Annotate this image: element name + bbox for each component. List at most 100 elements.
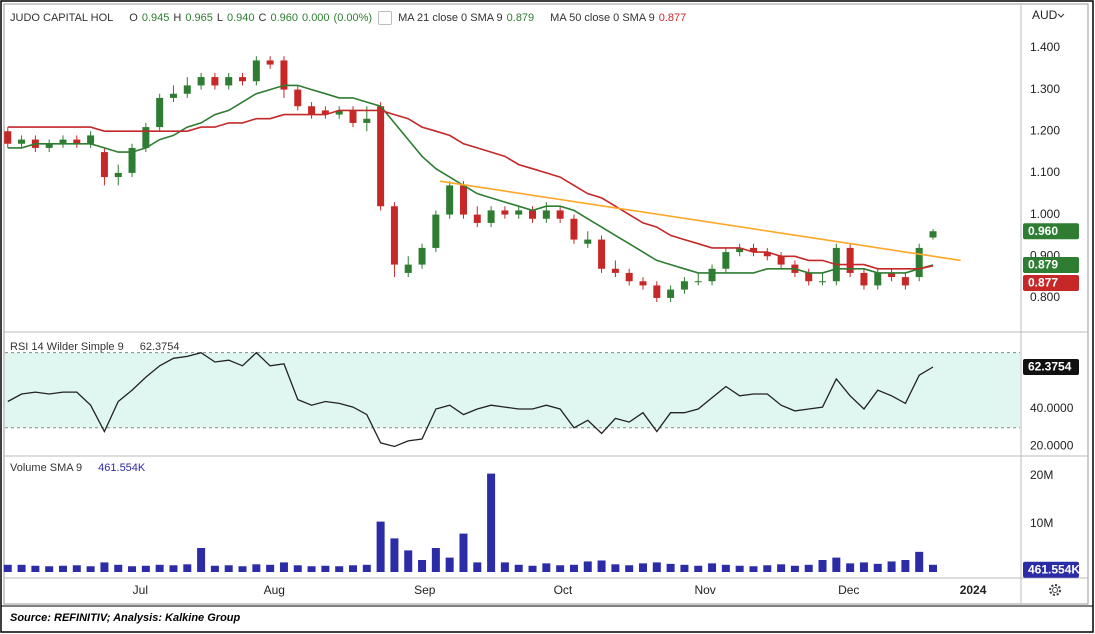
volume-bar — [583, 561, 592, 572]
y-tick-label: 1.000 — [1030, 207, 1060, 221]
volume-bar — [197, 548, 206, 572]
candle-body — [266, 60, 274, 65]
badge-box — [1023, 257, 1079, 273]
volume-bar — [569, 564, 578, 572]
settings-gear[interactable] — [1049, 584, 1061, 596]
candle-body — [473, 214, 481, 223]
volume-bar — [556, 565, 565, 572]
x-tick-label: Aug — [264, 583, 285, 597]
candle-body — [874, 272, 882, 286]
candle-body — [363, 118, 371, 123]
y-tick-label: 10M — [1030, 516, 1053, 530]
chart-frame — [3, 3, 1089, 605]
volume-bar — [777, 564, 786, 572]
candle-body — [18, 139, 26, 144]
candle-body — [860, 272, 868, 286]
volume-bar — [818, 560, 827, 572]
volume-bar — [155, 564, 164, 572]
candle-body — [584, 239, 592, 244]
candle-body — [915, 247, 923, 278]
candle-body — [653, 285, 661, 298]
volume-bar — [790, 565, 799, 572]
badge-box — [1023, 358, 1079, 375]
rsi-line — [7, 351, 934, 448]
ohlc-value: 0.965 — [185, 12, 213, 24]
volume-bar — [224, 565, 233, 572]
ohlc-key: O — [129, 12, 138, 24]
candle-body — [529, 210, 537, 219]
badge-label: 461.554K — [1028, 562, 1080, 576]
volume-bar — [376, 521, 385, 572]
currency[interactable]: AUD — [1032, 8, 1058, 22]
candle-body — [418, 247, 426, 265]
candle-body — [114, 172, 122, 178]
candle-body — [929, 231, 937, 238]
candle-body — [73, 139, 81, 144]
gear-hub[interactable] — [1052, 587, 1058, 593]
candle-body — [611, 268, 619, 273]
candle-body — [487, 210, 495, 223]
volume-bar — [597, 560, 606, 572]
volume-bar — [735, 565, 744, 572]
volume-bar — [72, 565, 81, 572]
candle-body — [722, 252, 730, 269]
candle-body — [598, 239, 606, 269]
candle-body — [888, 272, 896, 278]
y-tick-label: 1.400 — [1030, 40, 1060, 54]
candle-body — [128, 147, 136, 173]
candle-body — [377, 106, 385, 207]
volume-bar — [86, 566, 95, 572]
volume-bar — [238, 566, 247, 572]
volume-bar — [59, 565, 67, 572]
price-badge: 0.879 — [1023, 257, 1079, 273]
volume-bar — [487, 473, 496, 572]
volume-bar — [183, 564, 192, 572]
y-tick-label: 40.0000 — [1030, 401, 1074, 415]
candle-body — [501, 210, 509, 215]
gear-teeth[interactable] — [1049, 584, 1061, 596]
volume-bar — [500, 562, 509, 572]
ma-name: MA 21 close 0 SMA 9 — [398, 12, 503, 24]
currency-caret[interactable] — [1057, 13, 1065, 18]
volume-bar — [431, 548, 440, 572]
x-tick-label: Sep — [414, 583, 436, 597]
volume-name: Volume SMA 9 — [10, 462, 83, 474]
volume-bar — [266, 564, 275, 572]
y-tick-label: 1.200 — [1030, 123, 1060, 137]
candle-body — [819, 281, 827, 283]
volume-bar — [169, 565, 178, 572]
volume-bar — [804, 564, 813, 572]
ohlc-key: C — [258, 12, 267, 24]
moving-average — [7, 109, 934, 270]
candle-body — [280, 60, 288, 90]
volume-bar — [321, 565, 330, 572]
x-tick-label: Dec — [838, 583, 859, 597]
volume-bar — [639, 563, 647, 572]
volume-bar — [514, 564, 523, 572]
volume-bar — [141, 565, 150, 572]
x-tick-label: Jul — [133, 583, 148, 597]
volume-bar — [625, 565, 634, 572]
volume-bar — [666, 563, 675, 572]
candle-body — [390, 206, 398, 265]
volume-bar — [349, 565, 357, 572]
rsi-name: RSI 14 Wilder Simple 9 — [10, 341, 124, 353]
candle-body — [708, 268, 716, 282]
volume-bar — [901, 560, 910, 572]
candle-body — [846, 247, 854, 273]
volume-bar — [859, 562, 868, 572]
ohlc-value: 0.945 — [141, 12, 170, 24]
candle-body — [335, 110, 343, 115]
candle-body — [749, 247, 757, 253]
volume-bar — [390, 538, 399, 572]
ma-value: 0.877 — [658, 12, 687, 24]
trendline — [439, 180, 961, 262]
volume-bar — [459, 533, 468, 572]
indicator-toggle[interactable] — [378, 11, 393, 25]
volume-bar — [873, 563, 882, 572]
price-badge: 0.960 — [1023, 223, 1079, 240]
candle-body — [515, 210, 523, 215]
ohlc-key: H — [173, 12, 182, 24]
volume-bar — [404, 550, 413, 572]
